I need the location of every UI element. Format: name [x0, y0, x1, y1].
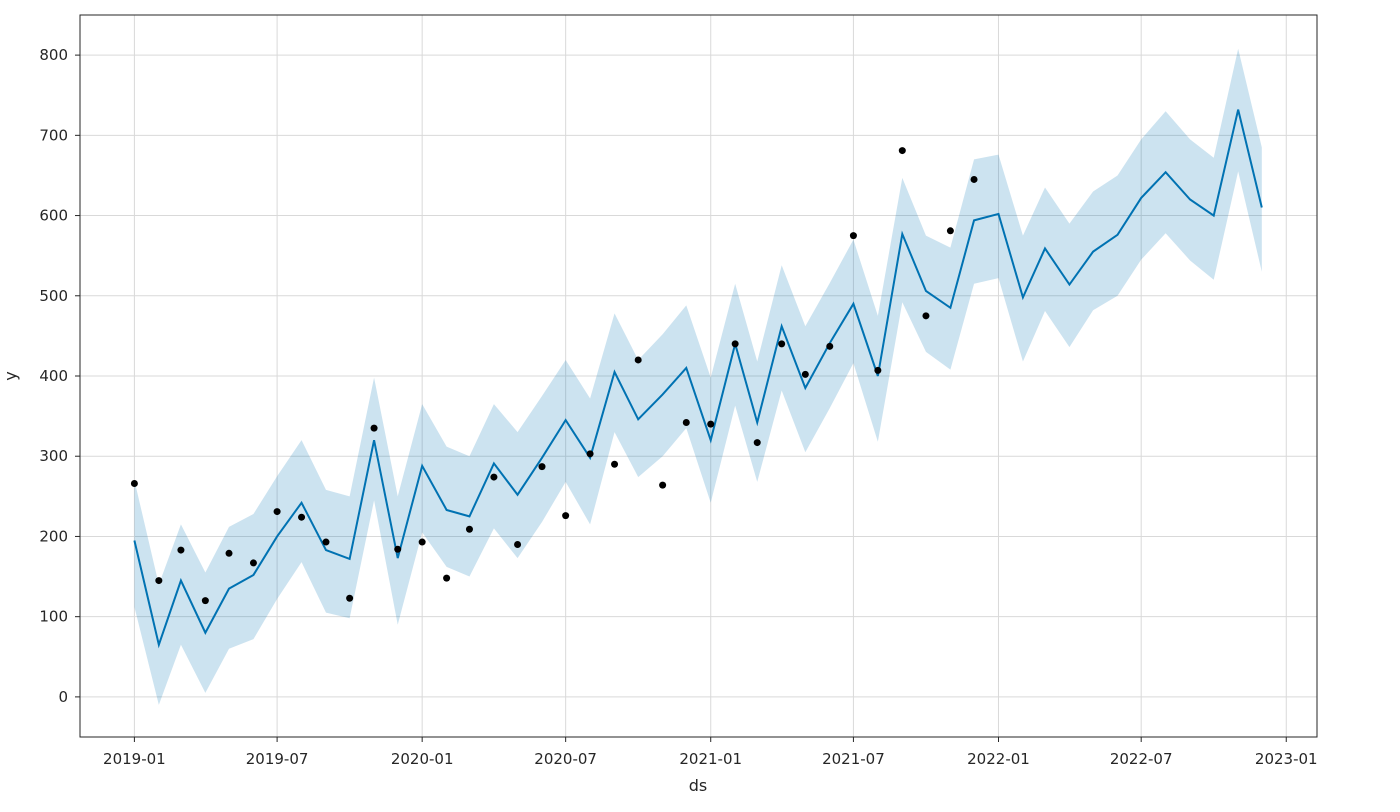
observed-point	[586, 450, 594, 458]
observed-point	[201, 597, 209, 605]
grid-lines	[80, 15, 1317, 737]
x-tick-label: 2021-07	[822, 750, 885, 768]
observed-point	[849, 232, 857, 240]
observed-point	[707, 420, 715, 428]
y-tick-label: 300	[39, 447, 68, 465]
x-tick-label: 2019-01	[103, 750, 166, 768]
observed-point	[490, 473, 498, 481]
y-tick-label: 500	[39, 287, 68, 305]
observed-point	[731, 340, 739, 348]
y-axis-ticks: 0 100 200 300 400 500 600 700 800	[39, 46, 80, 706]
x-tick-label: 2022-01	[967, 750, 1030, 768]
observed-point	[225, 549, 233, 557]
observed-point	[801, 370, 809, 378]
y-tick-label: 0	[58, 688, 68, 706]
observed-point	[249, 559, 257, 567]
observed-point	[322, 538, 330, 546]
x-tick-label: 2021-01	[679, 750, 742, 768]
x-tick-label: 2020-01	[391, 750, 454, 768]
x-tick-label: 2023-01	[1255, 750, 1318, 768]
observed-point	[346, 594, 354, 602]
observed-point	[826, 342, 834, 350]
observed-point	[659, 481, 667, 489]
observed-point	[298, 513, 306, 521]
forecast-line	[133, 109, 1263, 649]
observed-point	[753, 439, 761, 447]
observed-point	[922, 312, 930, 320]
y-tick-label: 200	[39, 527, 68, 545]
x-tick-label: 2022-07	[1110, 750, 1173, 768]
observed-point	[130, 480, 138, 487]
x-axis-ticks: 2019-01 2019-07 2020-01 2020-07 2021-01 2021-…	[103, 737, 1318, 768]
observed-point	[538, 463, 546, 471]
x-axis-label: ds	[689, 776, 708, 795]
observed-point	[874, 366, 882, 374]
observed-point	[155, 577, 163, 585]
observed-point	[946, 227, 954, 235]
observed-point	[418, 538, 426, 546]
observed-point	[898, 147, 906, 155]
observed-point	[465, 525, 473, 533]
y-tick-label: 700	[39, 126, 68, 144]
observed-point	[514, 540, 522, 548]
uncertainty-band	[134, 48, 1262, 705]
observed-point	[273, 508, 281, 516]
y-tick-label: 800	[39, 46, 68, 64]
x-tick-label: 2019-07	[246, 750, 309, 768]
observed-point	[970, 175, 978, 183]
observed-point	[394, 545, 402, 553]
y-tick-label: 400	[39, 367, 68, 385]
x-tick-label: 2020-07	[534, 750, 597, 768]
observed-point	[611, 460, 619, 468]
observed-point	[562, 512, 570, 520]
y-tick-label: 600	[39, 207, 68, 225]
observed-point	[177, 546, 185, 554]
y-tick-label: 100	[39, 608, 68, 626]
y-axis-label: y	[1, 371, 20, 380]
observed-point	[443, 574, 451, 582]
observed-points	[130, 147, 978, 605]
observed-point	[370, 424, 378, 432]
observed-point	[682, 419, 690, 427]
observed-point	[778, 340, 786, 348]
observed-point	[634, 356, 642, 364]
